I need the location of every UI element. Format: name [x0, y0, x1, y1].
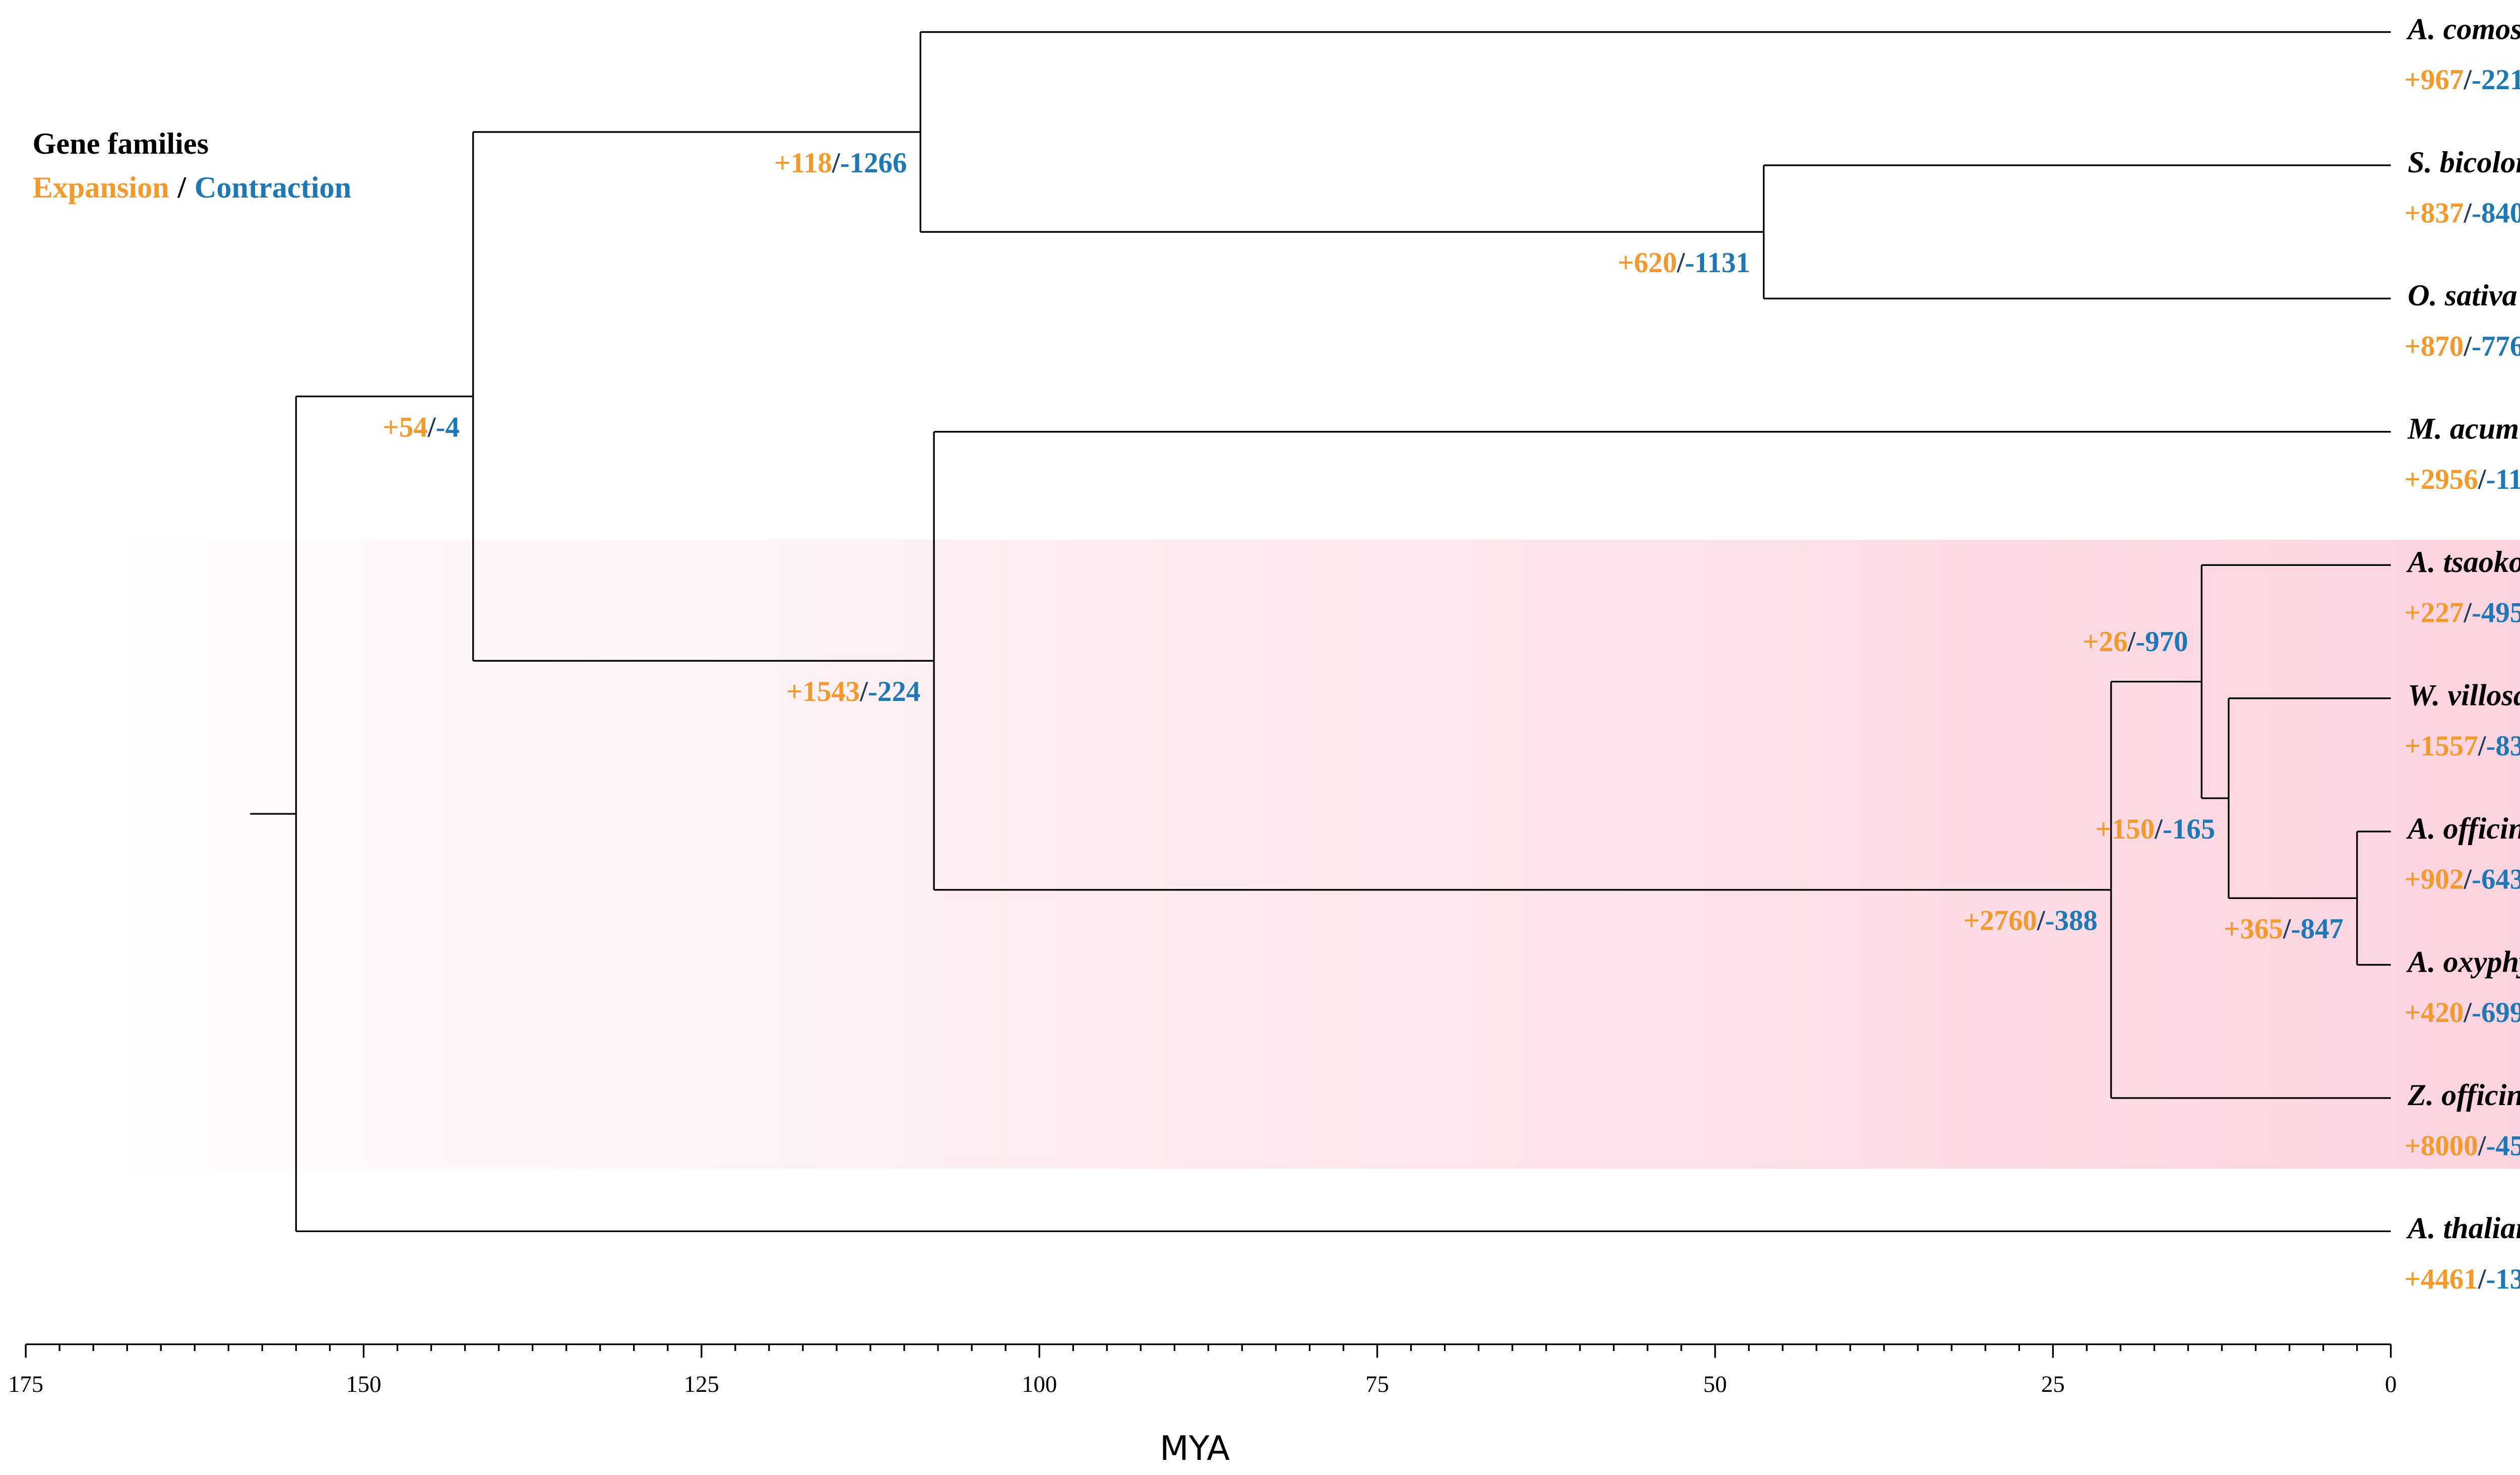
species-name: S. bicolor — [2408, 146, 2520, 179]
species-name: A. comosus — [2406, 12, 2520, 46]
contraction: -457 — [2486, 1130, 2520, 1162]
expansion: +118 — [774, 147, 832, 179]
contraction: -4956 — [2472, 597, 2520, 629]
tip-counts: +902/-643 — [2404, 864, 2520, 895]
separator: / — [2463, 597, 2472, 629]
separator: / — [859, 676, 868, 708]
separator: / — [2478, 730, 2487, 762]
separator: / — [1676, 247, 1685, 279]
legend-expansion: Expansion — [32, 171, 169, 205]
expansion: +1557 — [2404, 730, 2478, 762]
contraction: -840 — [2472, 197, 2520, 229]
separator: / — [2283, 913, 2292, 945]
contraction: -1389 — [2486, 1263, 2520, 1295]
expansion: +870 — [2404, 331, 2464, 362]
expansion: +26 — [2083, 626, 2127, 658]
species-name: M. acuminata — [2407, 412, 2520, 446]
expansion: +902 — [2404, 864, 2464, 895]
contraction: -4 — [436, 412, 460, 443]
tick-label: 50 — [1704, 1371, 1727, 1397]
separator: / — [427, 412, 436, 443]
node-label: +1543/-224 — [786, 676, 920, 708]
node-label: +54/-4 — [383, 412, 460, 443]
separator: / — [2463, 331, 2472, 362]
species-name: O. sativa — [2408, 279, 2517, 312]
contraction: -970 — [2135, 626, 2188, 658]
expansion: +837 — [2404, 197, 2464, 229]
tip-counts: +8000/-457 — [2404, 1130, 2520, 1162]
separator: / — [2463, 64, 2472, 96]
contraction: -833 — [2486, 730, 2520, 762]
legend-separator: / — [177, 171, 186, 205]
legend-contraction: Contraction — [195, 171, 351, 205]
tip-counts: +420/-699 — [2404, 997, 2520, 1029]
tick-label: 75 — [1365, 1371, 1389, 1397]
species-name: A. officinarum — [2406, 812, 2520, 846]
contraction: -1266 — [840, 147, 907, 179]
expansion: +365 — [2224, 913, 2283, 945]
tick-label: 100 — [1022, 1371, 1057, 1397]
expansion: +227 — [2404, 597, 2464, 629]
expansion: +8000 — [2404, 1130, 2478, 1162]
separator: / — [2463, 864, 2472, 895]
tip-counts: +2956/-1138 — [2404, 464, 2520, 495]
contraction: -776 — [2472, 331, 2520, 362]
expansion: +2956 — [2404, 464, 2478, 495]
separator: / — [832, 147, 841, 179]
node-label: +26/-970 — [2083, 626, 2188, 658]
expansion: +420 — [2404, 997, 2464, 1029]
tip-counts: +4461/-1389 — [2404, 1263, 2520, 1295]
contraction: -224 — [868, 676, 920, 708]
species-name: Z. officinale — [2407, 1078, 2520, 1112]
axis-label: MYA — [1160, 1429, 1230, 1468]
expansion: +54 — [383, 412, 427, 443]
contraction: -2210 — [2472, 64, 2520, 96]
species-name: A. oxyphylla — [2406, 945, 2520, 979]
contraction: -643 — [2472, 864, 2520, 895]
node-label: +365/-847 — [2224, 913, 2344, 945]
species-name: A. tsaoko — [2406, 545, 2520, 579]
contraction: -847 — [2291, 913, 2344, 945]
separator: / — [2127, 626, 2136, 658]
node-label: +118/-1266 — [774, 147, 907, 179]
separator: / — [2478, 1130, 2487, 1162]
separator: / — [2478, 464, 2487, 495]
separator: / — [2463, 197, 2472, 229]
legend-entries: Expansion / Contraction — [32, 171, 351, 205]
expansion: +2760 — [1964, 905, 2037, 937]
contraction: -388 — [2045, 905, 2098, 937]
contraction: -1138 — [2486, 464, 2520, 495]
tip-counts: +870/-776 — [2404, 331, 2520, 362]
expansion: +1543 — [786, 676, 860, 708]
contraction: -699 — [2472, 997, 2520, 1029]
contraction: -1131 — [1685, 247, 1750, 279]
tip-counts: +227/-4956 — [2404, 597, 2520, 629]
species-name: A. thaliana — [2406, 1211, 2520, 1245]
separator: / — [2478, 1263, 2487, 1295]
tick-label: 150 — [346, 1371, 381, 1397]
tip-counts: +837/-840 — [2404, 197, 2520, 229]
expansion: +620 — [1618, 247, 1677, 279]
separator: / — [2037, 905, 2046, 937]
legend-title: Gene families — [32, 127, 209, 161]
tick-label: 125 — [684, 1371, 719, 1397]
tick-label: 175 — [8, 1371, 43, 1397]
expansion: +150 — [2095, 813, 2155, 845]
node-label: +150/-165 — [2095, 813, 2215, 845]
species-name: W. villosa — [2408, 679, 2520, 713]
separator: / — [2463, 997, 2472, 1029]
tip-counts: +1557/-833 — [2404, 730, 2520, 762]
highlight-band — [0, 540, 2520, 1169]
contraction: -165 — [2163, 813, 2215, 845]
expansion: +4461 — [2404, 1263, 2478, 1295]
expansion: +967 — [2404, 64, 2464, 96]
node-label: +2760/-388 — [1964, 905, 2098, 937]
tick-label: 25 — [2041, 1371, 2065, 1397]
node-label: +620/-1131 — [1618, 247, 1750, 279]
separator: / — [2154, 813, 2163, 845]
tip-counts: +967/-2210 — [2404, 64, 2520, 96]
tick-label: 0 — [2385, 1371, 2397, 1397]
